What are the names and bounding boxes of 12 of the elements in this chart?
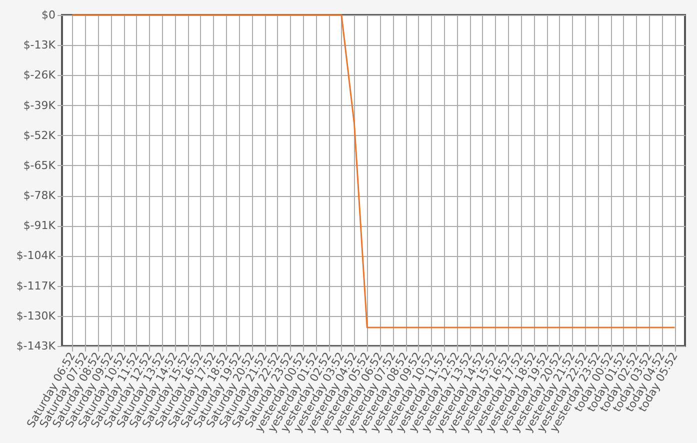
- y-tick-label: $-130K: [16, 309, 56, 322]
- y-tick-label: $-117K: [16, 279, 56, 292]
- y-tick-label: $-104K: [16, 249, 56, 262]
- y-tick-label: $-78K: [23, 189, 56, 202]
- y-tick-label: $-65K: [23, 158, 56, 172]
- y-tick-label: $0: [42, 8, 56, 22]
- y-tick-label: $-143K: [16, 340, 56, 352]
- y-tick-label: $-91K: [23, 219, 56, 232]
- y-tick-label: $-52K: [23, 128, 56, 142]
- y-tick-label: $-13K: [23, 38, 56, 52]
- y-tick-label: $-39K: [23, 98, 56, 112]
- y-tick-label: $-26K: [23, 68, 56, 82]
